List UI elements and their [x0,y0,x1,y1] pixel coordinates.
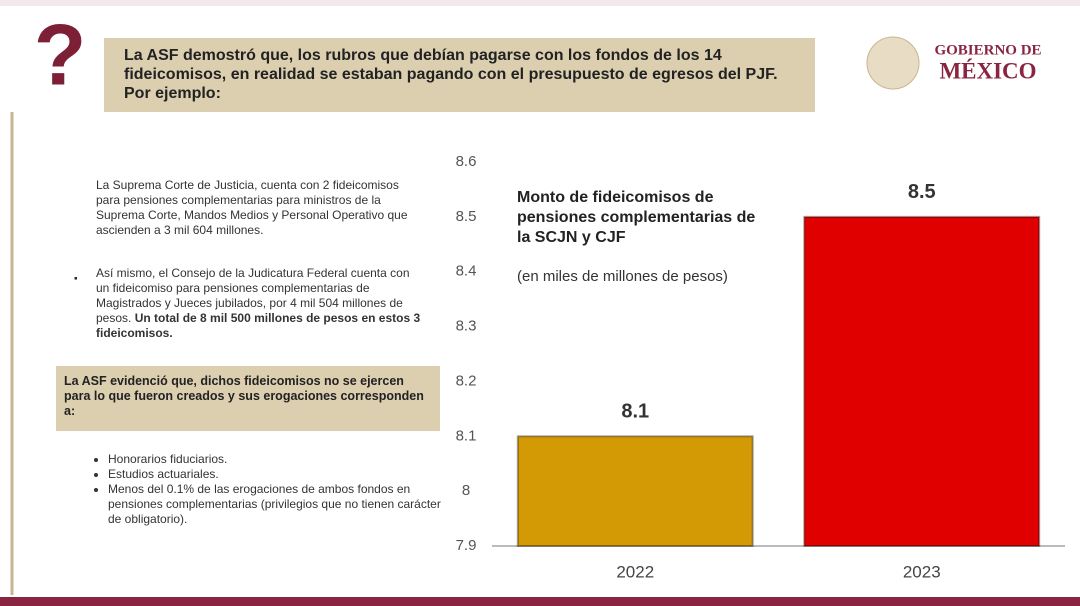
paragraph-bold: Un total de 8 mil 500 millones de pesos … [96,311,421,340]
bar [516,435,754,547]
header-title: La ASF demostró que, los rubros que debí… [104,38,815,112]
y-tick-label: 8.6 [456,153,477,170]
question-icon: ? [34,8,87,104]
x-tick-label: 2022 [616,562,654,581]
emblem [866,36,920,90]
y-tick-label: 8.2 [456,372,477,389]
value-label: 8.1 [621,401,649,423]
paragraph: Así mismo, el Consejo de la Judicatura F… [96,266,421,341]
value-label: 8.5 [908,181,936,203]
bullet-item: Honorarios fiduciarios. [108,452,448,467]
chart-subtitle: (en miles de millones de pesos) [517,268,728,285]
bullet-item: Estudios actuariales. [108,467,448,482]
top-strip [0,0,1080,6]
bullet-item: Menos del 0.1% de las erogaciones de amb… [108,482,448,527]
y-tick-label: 8.5 [456,208,477,225]
bullet-square: ▪ [74,274,78,285]
callout: La ASF evidenció que, dichos fideicomiso… [56,366,440,431]
y-tick-label: 8 [462,482,470,499]
bar [803,215,1041,547]
y-tick-label: 7.9 [456,537,477,554]
bullet-list: Honorarios fiduciarios.Estudios actuaria… [70,452,448,527]
logo-line1: GOBIERNO DE [934,42,1041,58]
paragraph-text: Así mismo, el Consejo de la Judicatura F… [96,266,410,325]
paragraph: La Suprema Corte de Justicia, cuenta con… [96,178,408,237]
chart-title: Monto de fideicomisos de pensiones compl… [517,189,756,246]
y-tick-label: 8.3 [456,318,477,335]
y-tick-label: 8.4 [456,263,477,280]
y-tick-label: 8.1 [456,427,477,444]
logo-line2: MÉXICO [939,58,1036,83]
bottom-strip [0,597,1080,606]
x-tick-label: 2023 [903,562,941,581]
